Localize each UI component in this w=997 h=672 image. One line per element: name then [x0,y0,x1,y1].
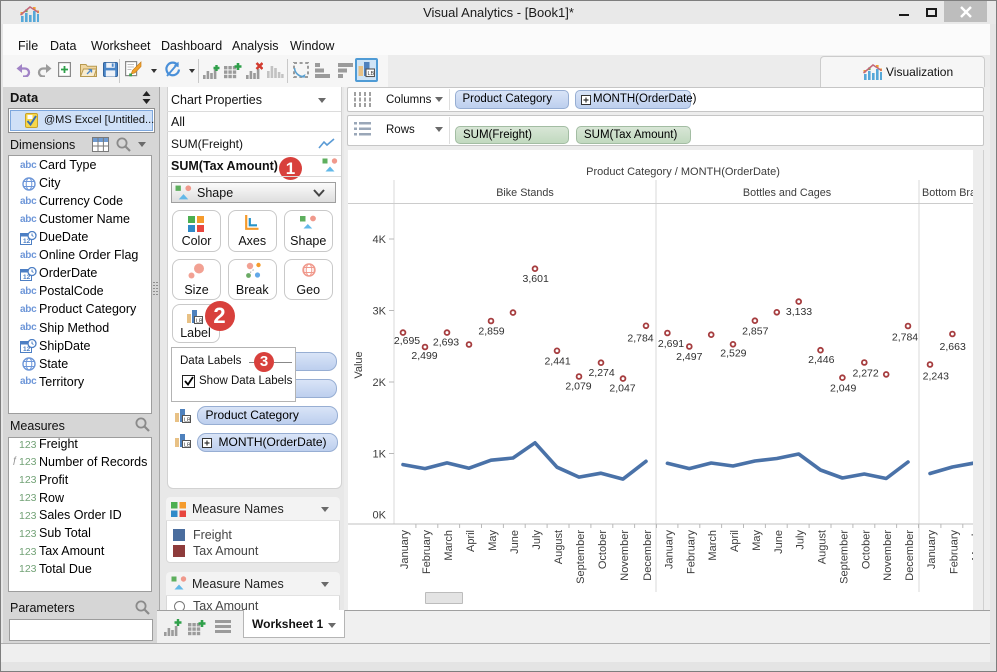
svg-text:2,691: 2,691 [658,338,684,350]
svg-text:May: May [487,530,499,551]
svg-text:April: April [729,530,741,552]
svg-text:September: September [575,530,587,584]
svg-text:Bike Stands: Bike Stands [496,187,554,199]
svg-text:2,497: 2,497 [676,351,702,363]
svg-text:2,499: 2,499 [411,350,437,362]
svg-text:2,693: 2,693 [433,337,459,349]
svg-text:March: March [970,530,973,561]
svg-text:2,274: 2,274 [588,367,614,379]
svg-text:12: 12 [23,274,31,281]
svg-text:June: June [509,530,521,554]
svg-text:2,663: 2,663 [940,341,966,353]
svg-text:LB: LB [184,418,191,424]
svg-text:2,529: 2,529 [720,348,746,360]
svg-text:January: January [663,530,675,570]
svg-text:April: April [465,530,477,552]
svg-text:3,133: 3,133 [786,306,812,318]
svg-text:December: December [904,530,916,581]
svg-text:12: 12 [23,346,31,353]
svg-text:2,079: 2,079 [565,381,591,393]
svg-text:May: May [751,530,763,551]
svg-text:Product Category / MONTH(Order: Product Category / MONTH(OrderDate) [586,166,780,178]
svg-text:1K: 1K [373,449,387,461]
svg-text:LB: LB [367,71,374,77]
svg-text:February: February [685,530,697,575]
svg-text:August: August [817,530,829,564]
svg-text:2,784: 2,784 [892,331,918,343]
svg-text:December: December [642,530,654,581]
svg-text:3,601: 3,601 [523,273,549,285]
svg-text:2,049: 2,049 [830,383,856,395]
svg-text:June: June [773,530,785,554]
svg-text:2,857: 2,857 [742,326,768,338]
svg-text:March: March [443,530,455,561]
svg-text:LB: LB [184,443,191,449]
svg-text:October: October [860,530,872,569]
svg-text:2,272: 2,272 [852,367,878,379]
svg-text:2,446: 2,446 [808,354,834,366]
svg-text:February: February [421,530,433,575]
svg-text:November: November [619,530,631,581]
svg-text:January: January [926,530,938,570]
svg-text:2,695: 2,695 [394,335,420,347]
svg-text:2,047: 2,047 [609,383,635,395]
svg-text:2,859: 2,859 [478,326,504,338]
svg-text:July: July [531,530,543,550]
svg-text:January: January [399,530,411,570]
svg-text:2,784: 2,784 [627,333,653,345]
svg-text:Bottles and Cages: Bottles and Cages [743,187,832,199]
svg-text:November: November [882,530,894,581]
svg-text:March: March [707,530,719,561]
svg-text:0K: 0K [373,510,387,522]
svg-text:October: October [597,530,609,569]
svg-text:August: August [553,530,565,564]
svg-text:4K: 4K [373,234,387,246]
svg-text:2,243: 2,243 [923,370,949,382]
svg-text:3K: 3K [373,306,387,318]
svg-text:Bottom Brackets: Bottom Brackets [922,187,973,199]
svg-text:July: July [795,530,807,550]
svg-text:2,441: 2,441 [544,356,570,368]
svg-text:Value: Value [353,351,365,378]
svg-text:September: September [838,530,850,584]
svg-text:February: February [948,530,960,575]
svg-text:2K: 2K [373,377,387,389]
svg-text:12: 12 [23,238,31,245]
svg-text:LB: LB [196,319,203,325]
